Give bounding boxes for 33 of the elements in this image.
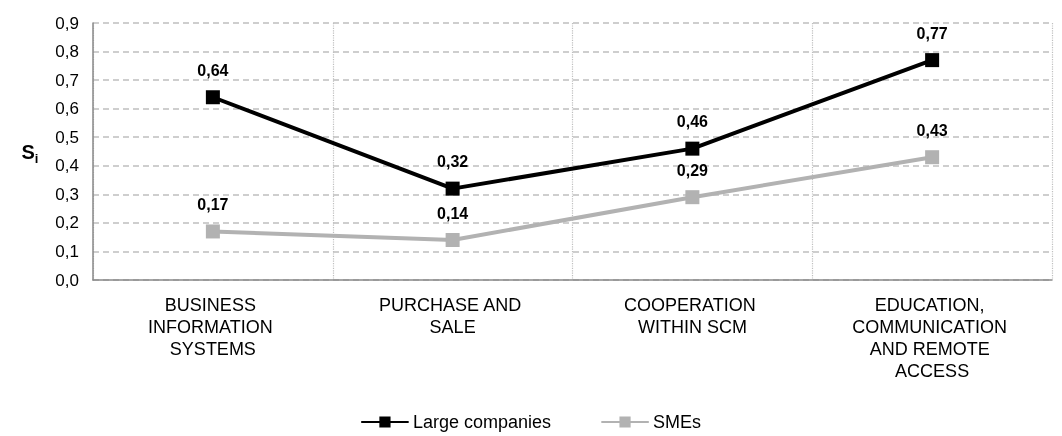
y-tick-label: 0,6 [55,99,79,119]
x-tick-label: BUSINESS INFORMATION SYSTEMS [148,295,278,359]
y-tick-label: 0,2 [55,213,79,233]
point [925,53,940,68]
y-tick-label: 0,7 [55,70,79,90]
y-axis-title: S$_{i}$ [21,140,39,166]
point [445,233,460,248]
data-label: 0,77 [916,24,948,42]
y-tick-label: 0,5 [55,127,79,147]
data-label: 0,32 [437,153,469,171]
point [685,190,700,205]
y-tick-label: 0,9 [55,13,79,33]
y-tick-label: 0,1 [55,241,79,261]
y-tick-label: 0,4 [55,156,79,176]
y-tick-label: 0,3 [55,184,79,204]
y-tick-label: 0,0 [55,270,79,290]
point [685,141,700,156]
legend-label: Large companies [412,412,552,432]
data-label: 0,29 [676,161,709,179]
data-label: 0,46 [676,113,709,131]
point [925,150,940,165]
data-label: 0,14 [437,204,469,222]
x-tick-label: COOPERATION WITHIN SCM [624,295,761,337]
x-tick-label: PURCHASE AND SALE [379,295,527,337]
point [205,224,220,239]
x-tick-label: EDUCATION, COMMUNICATION AND REMOTE ACCESS [852,295,1012,381]
point [445,181,460,196]
data-label: 0,17 [197,195,229,213]
y-tick-label: 0,8 [55,42,79,62]
legend-label: SMEs [653,412,702,432]
data-label: 0,43 [916,121,948,139]
point [205,90,220,105]
data-label: 0,64 [197,61,229,79]
